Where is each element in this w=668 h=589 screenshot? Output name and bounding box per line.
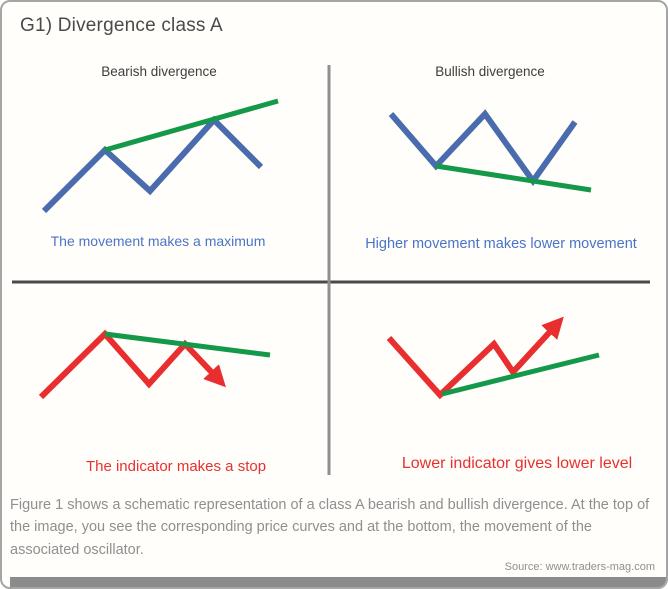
trendline-bearish-price bbox=[104, 98, 279, 153]
trendline-bearish-indicator bbox=[104, 331, 271, 358]
price-line-bearish bbox=[41, 115, 264, 214]
quadrant-header-bearish: Bearish divergence bbox=[101, 64, 217, 79]
figure-caption: Figure 1 shows a schematic representatio… bbox=[10, 497, 650, 558]
caption-indicator-bearish: The indicator makes a stop bbox=[85, 458, 267, 475]
trendline-bullish-price bbox=[435, 163, 592, 193]
price-line-bullish bbox=[388, 109, 578, 187]
indicator-line-bullish bbox=[386, 316, 564, 400]
caption-indicator-bullish: Lower indicator gives lower level bbox=[401, 455, 633, 472]
indicator-line-bearish bbox=[38, 329, 226, 400]
source-text: Source: www.traders-mag.com bbox=[504, 561, 655, 573]
bottom-shadow-bar bbox=[10, 577, 666, 587]
page-title: G1) Divergence class A bbox=[20, 15, 223, 36]
caption-price-bearish: The movement makes a maximum bbox=[50, 233, 266, 249]
trendline-bullish-indicator bbox=[441, 352, 600, 397]
caption-price-bullish: Higher movement makes lower movement bbox=[365, 236, 637, 252]
quadrant-header-bullish: Bullish divergence bbox=[435, 64, 545, 79]
